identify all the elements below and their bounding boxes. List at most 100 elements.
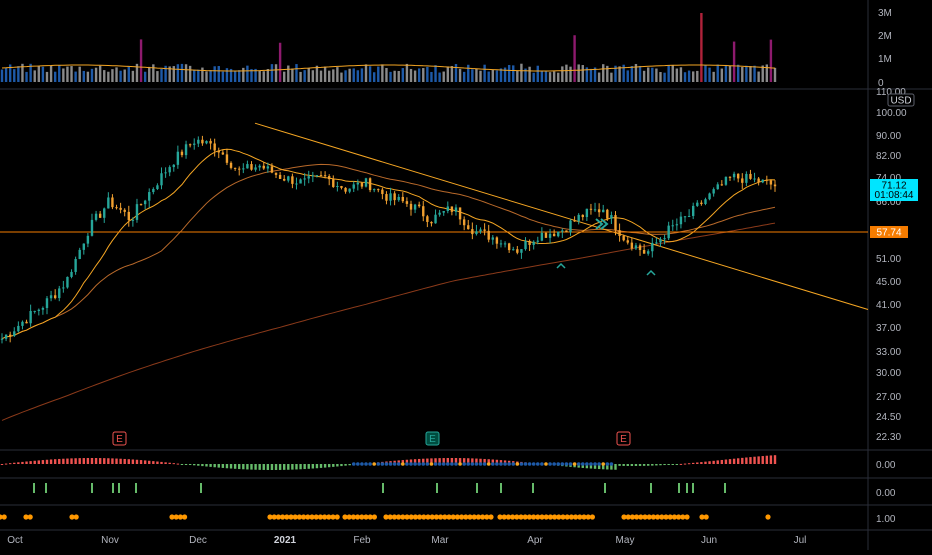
candle-body [180,151,184,156]
candle-body [82,243,85,250]
volume-bar [368,66,372,82]
volume-bar [278,42,282,82]
volume-bar [765,64,769,82]
histogram-bar [422,458,425,464]
countdown-label: 01:08:44 [875,190,914,201]
volume-bar [663,72,666,82]
currency-box[interactable] [887,93,915,107]
candle-body [655,242,658,244]
signal-marker [595,218,609,230]
histogram-bar [139,460,143,464]
volume-bar [417,68,421,82]
signal-dot [309,514,315,520]
histogram-bar [622,464,625,466]
price-axis: 110.00 100.00 90.00 82.00 74.00 66.00 51.00 45.… [876,87,907,443]
histogram-bar [630,464,634,466]
signal-dot [442,514,448,520]
candle-body [193,143,196,145]
candle-body [651,242,654,252]
volume-bar [274,64,278,82]
histogram-bar [475,458,478,464]
volume-bar [736,64,740,82]
signal-dot [271,514,277,520]
volume-bar [323,66,327,82]
volume-bar [430,71,433,82]
signal-dot [526,514,533,520]
squeeze-dot [458,462,462,466]
candle-body [614,215,617,231]
squeeze-dot [368,462,372,466]
signal-dot [543,514,549,520]
candle-body [544,232,548,238]
signal-dot [505,514,511,520]
volume-bar [536,65,539,82]
volume-bar [103,70,106,82]
candle-body [29,311,32,324]
earnings-marker-3[interactable]: E [616,431,631,446]
price-pane[interactable] [0,122,869,421]
indicator-tick-label: 1.00 [876,514,896,525]
volume-bar [188,65,192,82]
signal-dot [497,514,503,520]
time-axis-label: 2021 [274,535,297,546]
volume-bar [745,65,748,82]
price-tick-label: 41.00 [876,300,901,311]
volume-bar [201,67,204,82]
earnings-marker-1[interactable]: E [112,431,127,446]
volume-bar [78,66,81,82]
signal-tick [692,483,694,493]
histogram-bar [499,460,503,464]
histogram-bar [225,464,229,469]
signal-dot [355,514,361,520]
histogram-bar [610,464,613,470]
squeeze-dot [486,462,491,466]
earnings-marker-2[interactable]: E [425,431,440,446]
histogram-bar [274,464,278,470]
signal-dot [313,514,319,520]
volume-bar [692,71,695,82]
candle-body [524,240,527,250]
histogram-bar [651,464,654,466]
volume-bar [266,69,270,82]
candle-body [724,176,728,185]
volume-bar [148,66,151,82]
candle-body [573,220,576,222]
squeeze-dot [568,462,573,466]
volume-bar [58,65,61,82]
candle-body [536,240,539,242]
histogram-bar [479,458,482,464]
volume-bar [659,72,662,82]
volume-bar [254,68,257,82]
candle-body [135,204,139,220]
volume-tick-label: 3M [878,8,892,19]
signal-dot [671,514,678,520]
histogram-bar [123,458,126,464]
squeeze-dot [564,462,569,466]
candle-body [728,176,732,178]
volume-bar [86,71,90,82]
histogram-bar [724,459,728,464]
histogram-bar [430,458,433,464]
histogram-bar [458,458,462,464]
signal-dot [396,514,402,520]
volume-bar [53,71,57,82]
candle-body [0,338,4,340]
volume-bar [287,65,290,82]
price-tick-label: 24.50 [876,412,901,423]
signal-dot [1,514,7,520]
price-tick-label: 51.00 [876,254,901,265]
candle-body [736,173,740,179]
histogram-bar [258,464,261,470]
volume-bar [638,65,642,82]
volume-bar [732,41,736,82]
candle-body [49,295,53,299]
histogram-bar [618,464,621,466]
candle-body [246,164,249,169]
volume-bar [642,70,646,82]
candle-body [287,176,290,181]
signal-dot [625,514,631,520]
signal-tick [650,483,652,493]
histogram-bar [769,455,773,464]
